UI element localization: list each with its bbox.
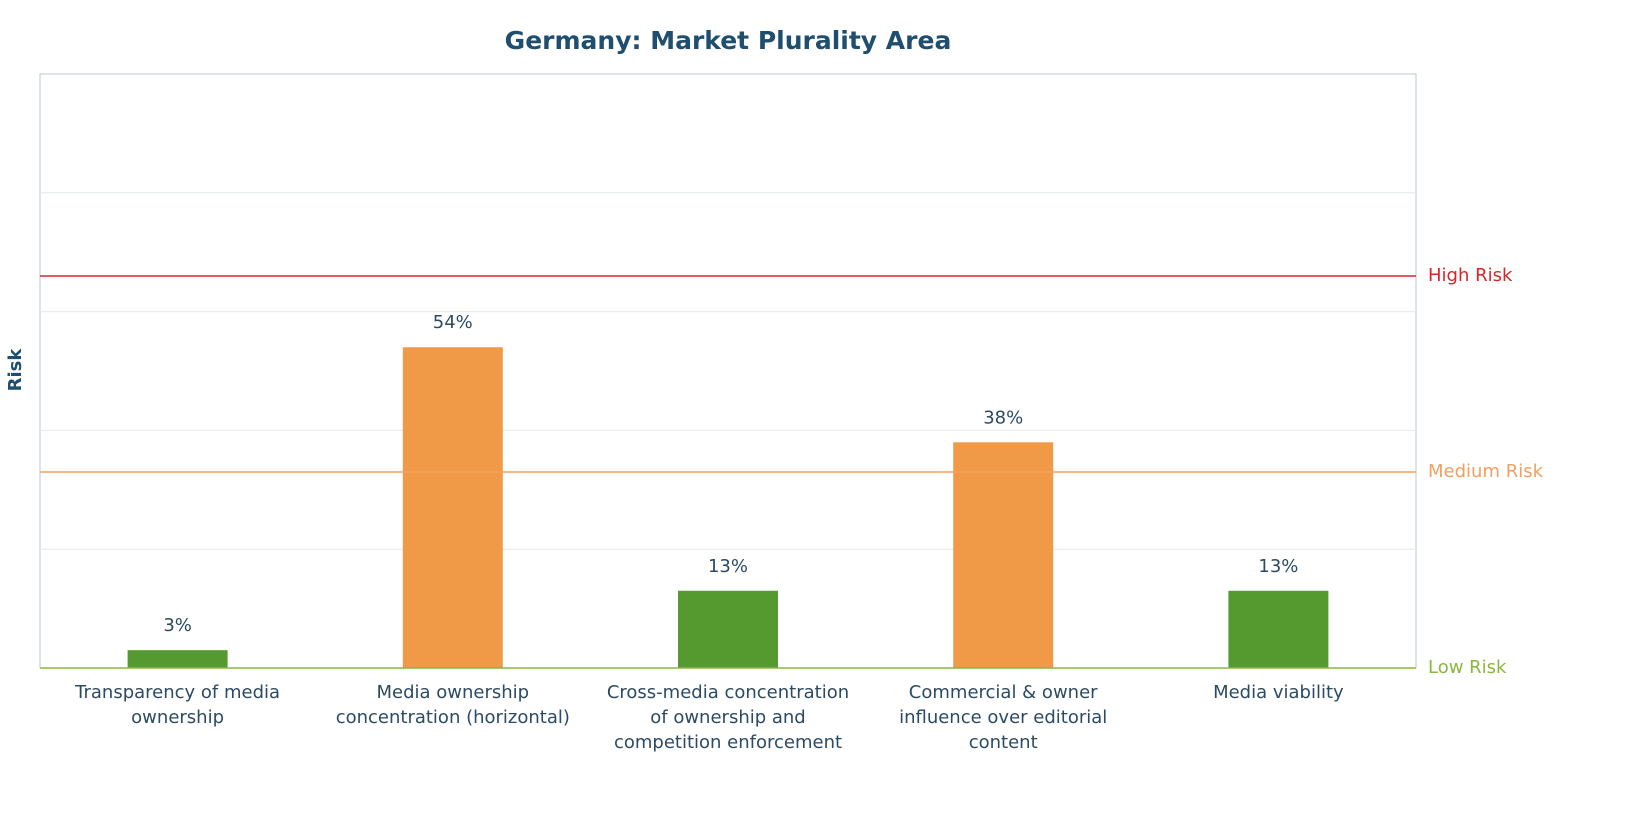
bar xyxy=(1228,590,1329,668)
bar xyxy=(953,442,1054,668)
value-label: 3% xyxy=(163,615,192,636)
value-label: 54% xyxy=(433,312,473,333)
value-label: 13% xyxy=(708,556,748,577)
bar xyxy=(402,347,503,668)
plot-frame xyxy=(39,73,1417,669)
threshold-label: Low Risk xyxy=(1428,657,1507,678)
threshold-label: High Risk xyxy=(1428,265,1513,286)
threshold-label: Medium Risk xyxy=(1428,461,1544,482)
value-label: 38% xyxy=(983,407,1023,428)
x-tick-label: Transparency of media ownership xyxy=(75,682,281,728)
y-axis-label: Risk xyxy=(5,348,26,392)
chart-title: Germany: Market Plurality Area xyxy=(505,26,952,55)
x-tick-label: Media ownership concentration (horizonta… xyxy=(335,682,570,728)
bar xyxy=(127,650,228,668)
x-tick-label: Media viability xyxy=(1213,682,1344,703)
bar xyxy=(678,590,778,668)
value-label: 13% xyxy=(1258,556,1298,577)
x-tick-label: Commercial & owner influence over editor… xyxy=(899,682,1108,753)
x-tick-label: Cross-media concentration of ownership a… xyxy=(606,682,850,753)
